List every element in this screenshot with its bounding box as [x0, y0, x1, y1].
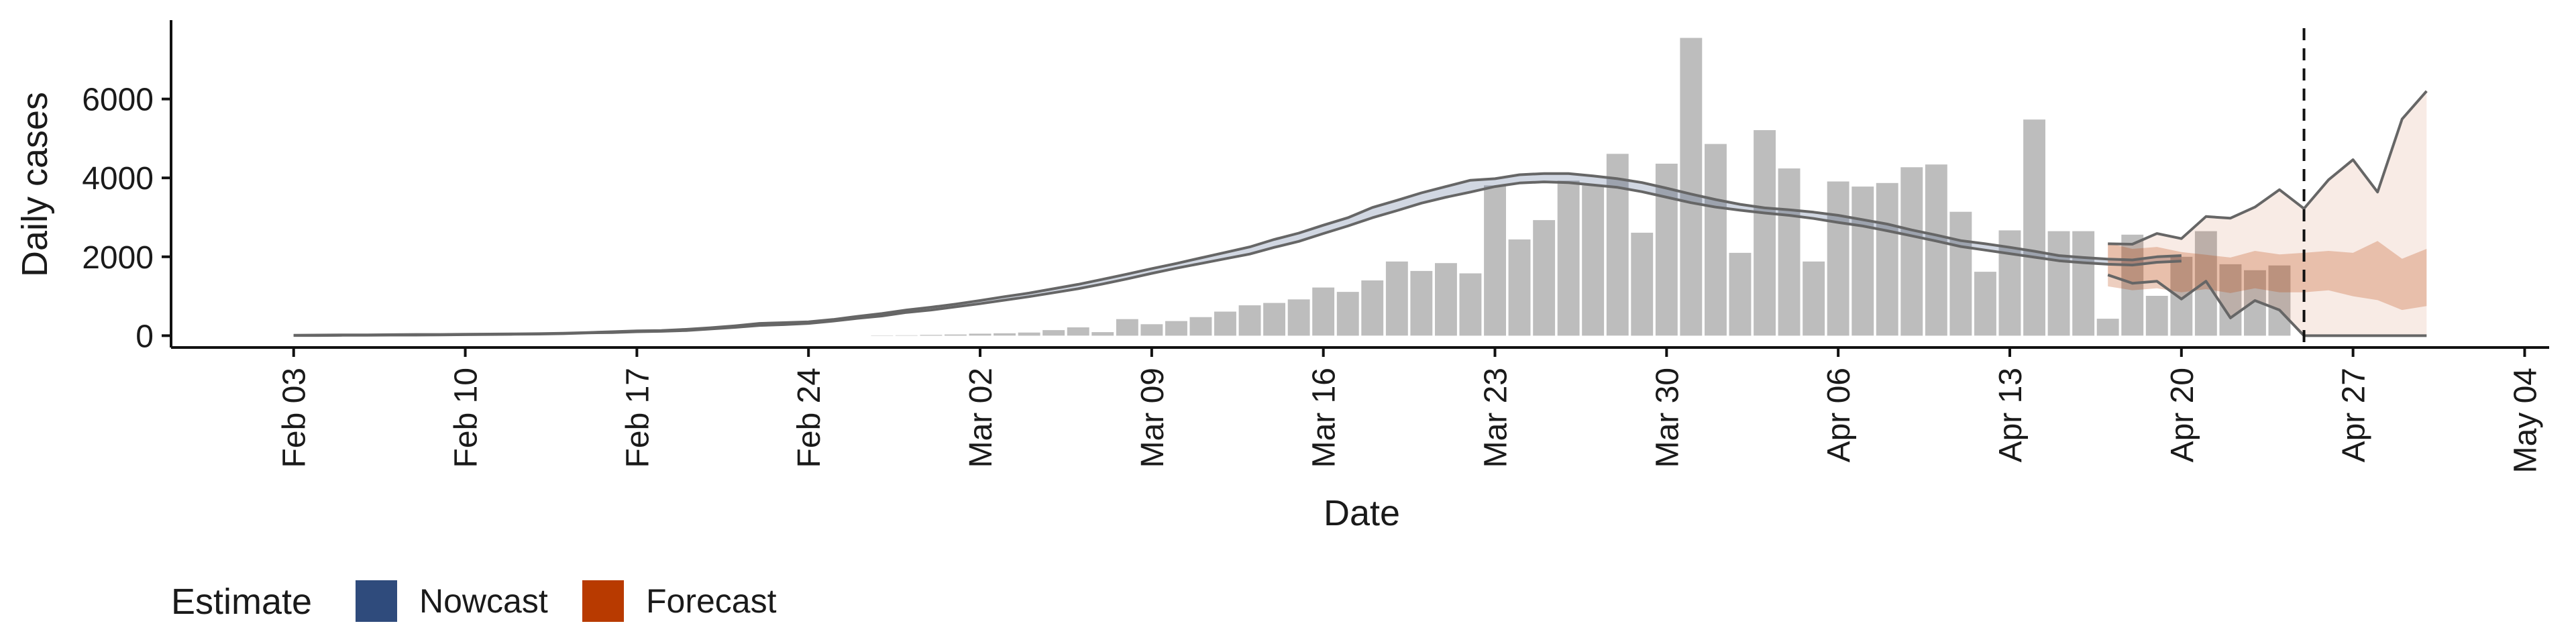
bar: [1729, 252, 1752, 336]
x-tick-label: Apr 27: [2337, 368, 2372, 462]
x-tick-label: Mar 02: [963, 368, 999, 468]
bar: [1655, 164, 1678, 336]
bar: [1410, 270, 1433, 336]
bar: [1067, 327, 1089, 336]
bar: [1949, 211, 1972, 336]
bar: [1876, 182, 1898, 336]
legend-swatch-forecast: [582, 580, 624, 622]
nowcast-band: [293, 173, 2182, 336]
bar: [1851, 186, 1874, 336]
x-tick-label: Feb 03: [277, 368, 313, 468]
bar: [1287, 299, 1310, 336]
bar: [1459, 273, 1482, 336]
bar: [1018, 332, 1040, 336]
bars-group: [871, 38, 2291, 336]
bar: [1778, 168, 1801, 336]
bar: [1336, 292, 1359, 336]
bar: [1435, 263, 1457, 336]
bar: [1606, 154, 1629, 336]
x-tick-label: Apr 06: [1821, 368, 1857, 462]
bar: [2145, 296, 2168, 336]
x-tick-label: Mar 16: [1307, 368, 1342, 468]
bar: [2023, 119, 2045, 336]
legend-label-nowcast: Nowcast: [419, 582, 548, 620]
bar: [1557, 180, 1580, 336]
bar: [1263, 303, 1285, 336]
x-tick-label: Apr 20: [2165, 368, 2200, 462]
bar: [1165, 321, 1187, 336]
bar: [1312, 287, 1335, 336]
y-tick-label: 4000: [82, 161, 154, 197]
bar: [1900, 167, 1923, 336]
bar: [1140, 324, 1163, 336]
bar: [994, 333, 1016, 336]
bar: [1214, 311, 1236, 336]
forecast-inner-band: [2108, 241, 2427, 311]
bar: [1091, 332, 1114, 336]
bar: [1803, 261, 1825, 336]
bar: [2219, 264, 2242, 336]
bar: [945, 334, 967, 336]
lines-group: [293, 90, 2428, 337]
legend-label-forecast: Forecast: [646, 582, 777, 620]
bar: [2170, 256, 2193, 336]
legend-swatch-nowcast: [356, 580, 397, 622]
bar: [1189, 317, 1212, 336]
bar: [1827, 181, 1849, 336]
bar: [1508, 239, 1531, 336]
bar: [1754, 130, 1776, 336]
x-tick-label: Feb 24: [792, 368, 827, 468]
forecast-lower-line: [2107, 273, 2427, 337]
x-tick-label: Mar 09: [1135, 368, 1171, 468]
bar: [1582, 185, 1605, 336]
y-tick-label: 2000: [82, 240, 154, 276]
y-ticks: 0 2000 4000 6000: [82, 83, 171, 354]
x-ticks: Feb 03 Feb 10 Feb 17 Feb 24 Mar 02 Mar 09 Mar …: [277, 347, 2544, 473]
x-tick-label: Feb 10: [449, 368, 484, 468]
bar: [1533, 220, 1556, 336]
bar: [1361, 280, 1384, 336]
bar: [2121, 234, 2144, 336]
bar: [1974, 272, 1996, 336]
bar: [1631, 232, 1654, 336]
forecast-outer-band: [2108, 91, 2427, 336]
bar: [1484, 185, 1506, 336]
x-tick-label: Mar 30: [1650, 368, 1685, 468]
bar: [1385, 261, 1408, 336]
bar: [1925, 164, 1947, 336]
y-axis-title: Daily cases: [15, 92, 55, 277]
nowcast-lower-line: [293, 180, 2182, 337]
y-tick-label: 0: [136, 319, 154, 354]
x-axis-title: Date: [1324, 493, 1400, 533]
bar: [1705, 144, 1727, 336]
x-tick-label: Feb 17: [620, 368, 655, 468]
legend-title: Estimate: [171, 582, 312, 622]
bar: [1042, 330, 1065, 336]
bar: [2096, 319, 2119, 336]
legend: Estimate Nowcast Forecast: [171, 580, 777, 622]
bar: [969, 333, 991, 336]
bar: [871, 335, 894, 336]
x-tick-label: May 04: [2508, 368, 2544, 473]
bar: [1680, 38, 1703, 336]
bar: [2268, 265, 2291, 336]
bands-group: [293, 91, 2427, 336]
bar: [2047, 231, 2070, 336]
x-tick-label: Apr 13: [1993, 368, 2029, 462]
forecast-upper-line: [2108, 90, 2428, 246]
bar: [1238, 305, 1261, 336]
y-tick-label: 6000: [82, 83, 154, 118]
bar: [2072, 231, 2095, 336]
x-tick-label: Mar 23: [1479, 368, 1514, 468]
bar: [895, 335, 918, 336]
bar: [1116, 319, 1138, 336]
